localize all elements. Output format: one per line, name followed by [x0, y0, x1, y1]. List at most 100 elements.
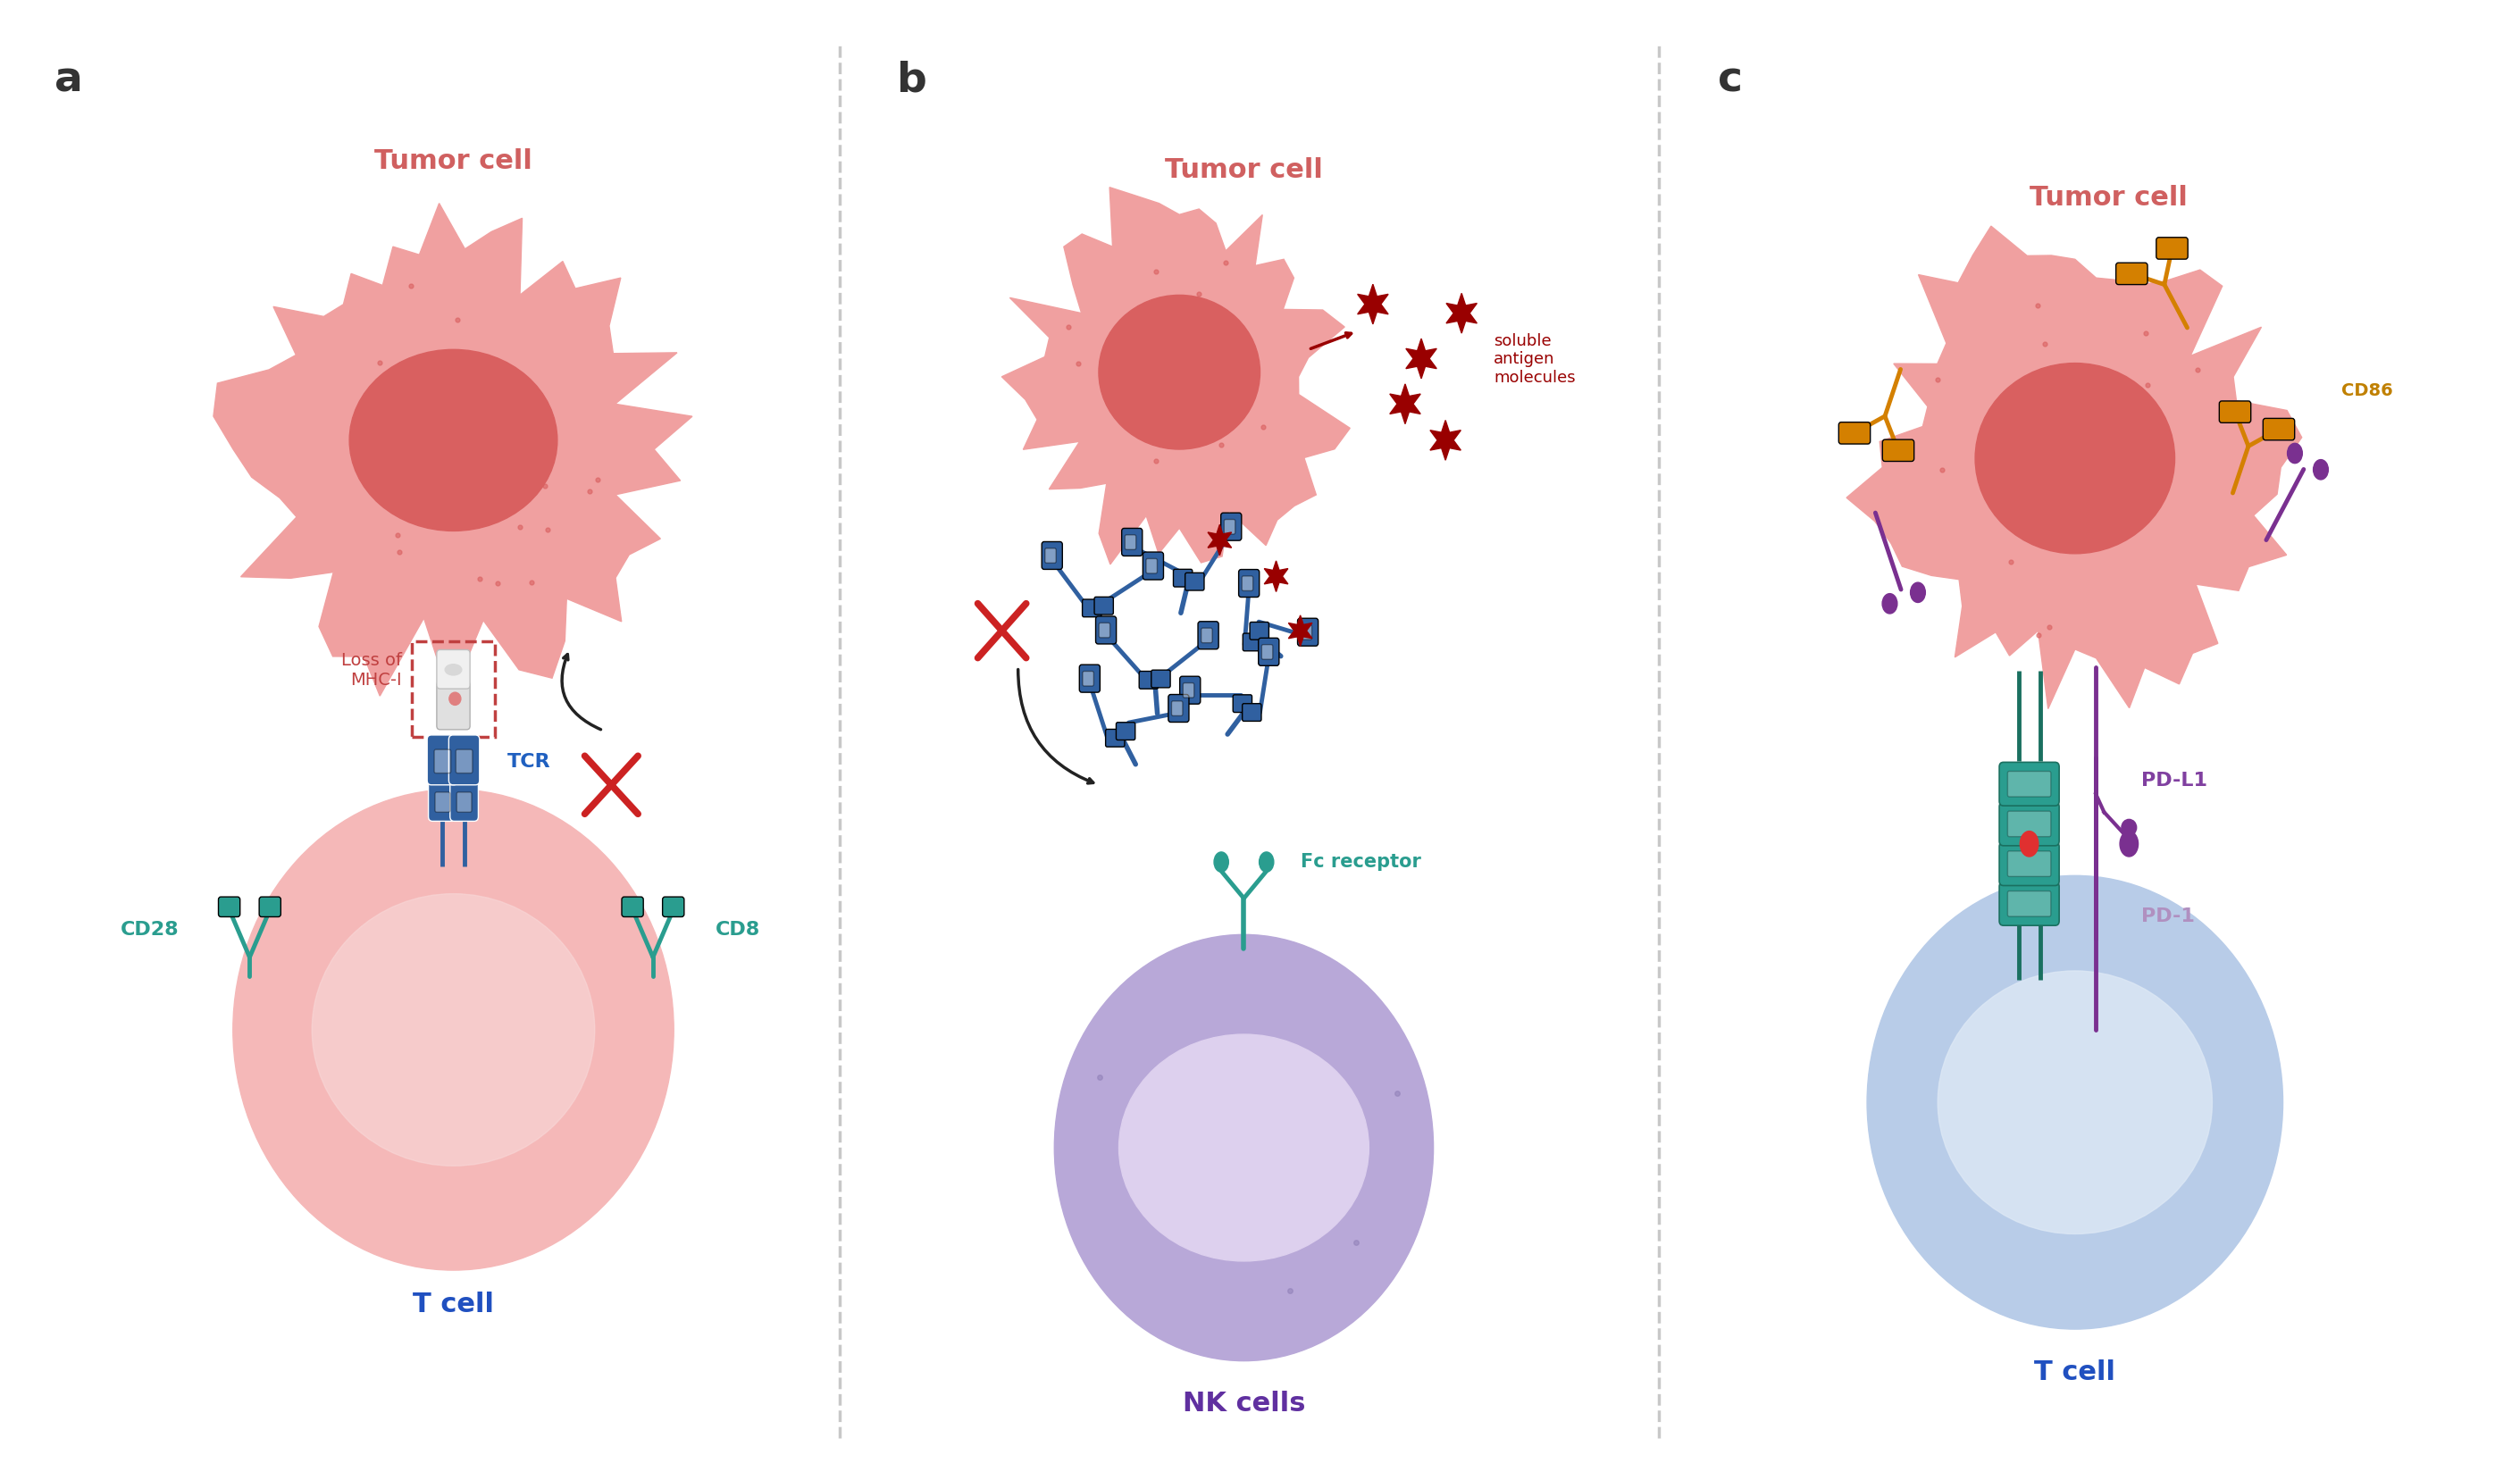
FancyBboxPatch shape	[2117, 263, 2147, 286]
Text: a: a	[55, 61, 83, 101]
FancyBboxPatch shape	[436, 682, 471, 730]
Ellipse shape	[1910, 583, 1925, 602]
FancyBboxPatch shape	[1257, 638, 1280, 666]
FancyBboxPatch shape	[2008, 811, 2051, 838]
FancyBboxPatch shape	[1250, 623, 1270, 641]
Text: PD-1: PD-1	[2142, 907, 2195, 925]
FancyBboxPatch shape	[1998, 842, 2059, 887]
FancyBboxPatch shape	[1242, 704, 1263, 722]
FancyBboxPatch shape	[1172, 702, 1182, 716]
FancyBboxPatch shape	[1139, 672, 1159, 690]
Text: T cell: T cell	[413, 1291, 494, 1316]
Circle shape	[1867, 876, 2283, 1329]
Ellipse shape	[1119, 1035, 1368, 1261]
FancyBboxPatch shape	[433, 750, 451, 774]
Polygon shape	[1431, 420, 1462, 460]
Polygon shape	[1391, 385, 1421, 425]
FancyBboxPatch shape	[1121, 528, 1142, 556]
FancyBboxPatch shape	[1197, 622, 1220, 650]
FancyBboxPatch shape	[1099, 623, 1109, 638]
Text: PD-L1: PD-L1	[2142, 771, 2208, 789]
FancyBboxPatch shape	[1240, 570, 1260, 598]
FancyBboxPatch shape	[1179, 676, 1200, 704]
FancyBboxPatch shape	[2263, 419, 2296, 441]
Ellipse shape	[1215, 852, 1230, 872]
Ellipse shape	[2021, 832, 2039, 857]
Text: Loss of
MHC-I: Loss of MHC-I	[340, 653, 401, 688]
FancyBboxPatch shape	[219, 897, 239, 918]
FancyBboxPatch shape	[2008, 851, 2051, 876]
Circle shape	[2122, 820, 2137, 836]
FancyBboxPatch shape	[1998, 882, 2059, 926]
Ellipse shape	[2119, 832, 2137, 857]
FancyBboxPatch shape	[2008, 771, 2051, 798]
Bar	[411, 642, 494, 737]
Polygon shape	[214, 204, 693, 697]
Ellipse shape	[2313, 460, 2328, 480]
FancyBboxPatch shape	[451, 778, 479, 821]
FancyBboxPatch shape	[428, 736, 459, 786]
Text: b: b	[897, 61, 927, 101]
FancyBboxPatch shape	[1079, 665, 1101, 693]
FancyBboxPatch shape	[1081, 599, 1101, 617]
FancyBboxPatch shape	[1998, 762, 2059, 807]
FancyBboxPatch shape	[1046, 549, 1056, 564]
Text: T cell: T cell	[2034, 1359, 2117, 1384]
Polygon shape	[1003, 188, 1351, 565]
FancyBboxPatch shape	[1106, 730, 1124, 747]
FancyBboxPatch shape	[1041, 542, 1063, 570]
FancyBboxPatch shape	[1182, 684, 1194, 699]
Circle shape	[449, 693, 461, 706]
Ellipse shape	[1938, 971, 2213, 1234]
FancyBboxPatch shape	[436, 650, 471, 690]
Circle shape	[232, 790, 673, 1270]
Text: c: c	[1719, 61, 1741, 101]
FancyBboxPatch shape	[456, 793, 471, 813]
Circle shape	[1053, 935, 1434, 1362]
FancyBboxPatch shape	[663, 897, 683, 918]
Ellipse shape	[1099, 296, 1260, 450]
FancyBboxPatch shape	[2220, 401, 2250, 423]
Text: Fc receptor: Fc receptor	[1300, 852, 1421, 870]
FancyBboxPatch shape	[1225, 519, 1235, 534]
FancyBboxPatch shape	[1300, 626, 1313, 641]
FancyBboxPatch shape	[2008, 891, 2051, 916]
Text: CD8: CD8	[716, 921, 761, 938]
Polygon shape	[1207, 525, 1232, 556]
FancyBboxPatch shape	[1096, 617, 1116, 644]
FancyBboxPatch shape	[1220, 514, 1242, 542]
FancyBboxPatch shape	[1116, 722, 1134, 740]
FancyBboxPatch shape	[260, 897, 280, 918]
FancyBboxPatch shape	[1882, 440, 1915, 462]
FancyBboxPatch shape	[456, 750, 471, 774]
FancyBboxPatch shape	[436, 793, 451, 813]
Ellipse shape	[1882, 593, 1898, 614]
Text: Tumor cell: Tumor cell	[375, 148, 532, 175]
Ellipse shape	[1260, 852, 1273, 872]
FancyBboxPatch shape	[1174, 570, 1192, 588]
Polygon shape	[1847, 226, 2301, 709]
Polygon shape	[1406, 339, 1436, 379]
FancyBboxPatch shape	[1298, 619, 1318, 647]
Text: NK cells: NK cells	[1182, 1390, 1305, 1416]
FancyBboxPatch shape	[1840, 423, 1870, 444]
FancyBboxPatch shape	[1263, 645, 1273, 660]
Ellipse shape	[2288, 444, 2303, 463]
Ellipse shape	[312, 894, 595, 1166]
FancyBboxPatch shape	[1084, 672, 1094, 687]
Text: Tumor cell: Tumor cell	[2029, 185, 2187, 210]
FancyBboxPatch shape	[428, 778, 456, 821]
Ellipse shape	[446, 665, 461, 676]
FancyBboxPatch shape	[1152, 670, 1169, 688]
FancyBboxPatch shape	[1144, 552, 1164, 580]
FancyBboxPatch shape	[1242, 633, 1263, 651]
FancyBboxPatch shape	[1169, 696, 1189, 722]
FancyBboxPatch shape	[1242, 577, 1252, 592]
FancyBboxPatch shape	[1094, 598, 1114, 616]
FancyBboxPatch shape	[1184, 573, 1205, 591]
Text: TCR: TCR	[507, 753, 552, 771]
Ellipse shape	[1976, 364, 2175, 554]
FancyBboxPatch shape	[1202, 629, 1212, 644]
Polygon shape	[1358, 286, 1389, 324]
FancyBboxPatch shape	[1124, 536, 1137, 551]
